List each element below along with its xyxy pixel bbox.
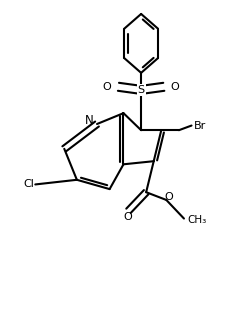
Text: O: O — [103, 82, 111, 92]
Text: S: S — [138, 85, 145, 95]
Text: O: O — [123, 212, 132, 222]
Text: CH₃: CH₃ — [188, 215, 207, 225]
Text: Cl: Cl — [23, 179, 35, 189]
Text: O: O — [171, 82, 179, 92]
Text: O: O — [165, 192, 173, 202]
Text: Br: Br — [194, 121, 206, 131]
Text: N: N — [85, 114, 94, 127]
